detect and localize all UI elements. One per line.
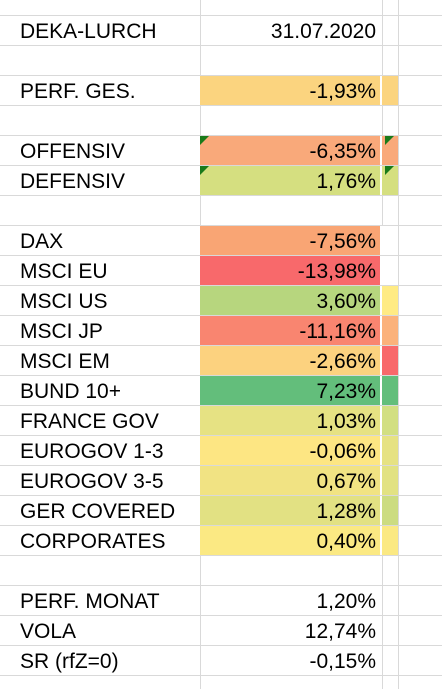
table-row-msci-em[interactable]: MSCI EM -2,66% — [0, 345, 442, 375]
table-row-ger-covered[interactable]: GER COVERED 1,28% — [0, 495, 442, 525]
table-row-corporates[interactable]: CORPORATES 0,40% — [0, 525, 442, 555]
color-cell[interactable] — [382, 436, 398, 465]
comment-marker-icon — [385, 166, 394, 175]
row-value[interactable]: 0,67% — [200, 466, 380, 495]
table-row-dax[interactable]: DAX -7,56% — [0, 225, 442, 255]
row-label[interactable]: DEFENSIV — [20, 170, 126, 193]
row-label[interactable]: PERF. GES. — [20, 80, 136, 103]
row-value[interactable]: 1,03% — [200, 406, 380, 435]
table-row-offensiv[interactable]: OFFENSIV -6,35% — [0, 135, 442, 165]
color-cell[interactable] — [382, 286, 398, 315]
report-date[interactable]: 31.07.2020 — [270, 20, 376, 43]
row-value[interactable]: -0,06% — [200, 436, 380, 465]
comment-marker-icon — [200, 166, 209, 175]
empty-row[interactable] — [0, 45, 442, 75]
row-label[interactable]: OFFENSIV — [20, 140, 126, 163]
row-label[interactable]: VOLA — [20, 620, 77, 643]
row-value[interactable]: -13,98% — [200, 256, 380, 285]
empty-row[interactable] — [0, 105, 442, 135]
color-cell[interactable] — [382, 376, 398, 405]
row-value[interactable]: 1,20% — [316, 590, 376, 613]
row-label[interactable]: CORPORATES — [20, 530, 166, 553]
table-row-eurogov-3-5[interactable]: EUROGOV 3-5 0,67% — [0, 465, 442, 495]
row-label[interactable]: EUROGOV 3-5 — [20, 470, 164, 493]
color-cell[interactable] — [382, 346, 398, 375]
row-value[interactable]: -7,56% — [200, 226, 380, 255]
column-divider — [398, 0, 399, 689]
row-value[interactable]: 12,74% — [304, 620, 376, 643]
table-row-msci-eu[interactable]: MSCI EU -13,98% — [0, 255, 442, 285]
row-label[interactable]: MSCI EU — [20, 260, 108, 283]
table-row-bund-10[interactable]: BUND 10+ 7,23% — [0, 375, 442, 405]
row-value[interactable]: -2,66% — [200, 346, 380, 375]
table-row-msci-us[interactable]: MSCI US 3,60% — [0, 285, 442, 315]
row-label[interactable]: DAX — [20, 230, 64, 253]
empty-row[interactable] — [0, 675, 442, 689]
table-row-msci-jp[interactable]: MSCI JP -11,16% — [0, 315, 442, 345]
table-row-perf-monat[interactable]: PERF. MONAT 1,20% — [0, 585, 442, 615]
row-label[interactable]: EUROGOV 1-3 — [20, 440, 164, 463]
row-label[interactable]: FRANCE GOV — [20, 410, 159, 433]
row-label[interactable]: MSCI EM — [20, 350, 110, 373]
row-value[interactable]: -1,93% — [200, 76, 380, 105]
row-value[interactable]: -0,15% — [309, 650, 376, 673]
row-label[interactable]: SR (rfZ=0) — [20, 650, 119, 673]
color-cell[interactable] — [382, 526, 398, 555]
color-cell[interactable] — [382, 76, 398, 105]
row-label[interactable]: BUND 10+ — [20, 380, 121, 403]
row-value[interactable]: 1,76% — [200, 166, 380, 195]
color-cell[interactable] — [382, 316, 398, 345]
table-row-sharpe-ratio[interactable]: SR (rfZ=0) -0,15% — [0, 645, 442, 675]
row-value[interactable]: -6,35% — [200, 136, 380, 165]
empty-row[interactable] — [0, 195, 442, 225]
header-row[interactable]: DEKA-LURCH 31.07.2020 — [0, 15, 442, 45]
comment-marker-icon — [385, 136, 394, 145]
color-cell[interactable] — [382, 226, 398, 255]
sheet-title[interactable]: DEKA-LURCH — [20, 20, 157, 43]
comment-marker-icon — [200, 136, 209, 145]
empty-row[interactable] — [0, 555, 442, 585]
color-cell[interactable] — [382, 406, 398, 435]
color-cell[interactable] — [382, 256, 398, 285]
table-row-perf-ges[interactable]: PERF. GES. -1,93% — [0, 75, 442, 105]
color-cell[interactable] — [382, 496, 398, 525]
table-row-eurogov-1-3[interactable]: EUROGOV 1-3 -0,06% — [0, 435, 442, 465]
table-row-defensiv[interactable]: DEFENSIV 1,76% — [0, 165, 442, 195]
row-value[interactable]: 0,40% — [200, 526, 380, 555]
row-label[interactable]: MSCI US — [20, 290, 108, 313]
row-value[interactable]: 1,28% — [200, 496, 380, 525]
table-row-vola[interactable]: VOLA 12,74% — [0, 615, 442, 645]
table-row-france-gov[interactable]: FRANCE GOV 1,03% — [0, 405, 442, 435]
row-value[interactable]: 3,60% — [200, 286, 380, 315]
row-label[interactable]: PERF. MONAT — [20, 590, 160, 613]
row-value[interactable]: -11,16% — [200, 316, 380, 345]
row-label[interactable]: GER COVERED — [20, 500, 176, 523]
color-cell[interactable] — [382, 466, 398, 495]
row-label[interactable]: MSCI JP — [20, 320, 103, 343]
row-value[interactable]: 7,23% — [200, 376, 380, 405]
